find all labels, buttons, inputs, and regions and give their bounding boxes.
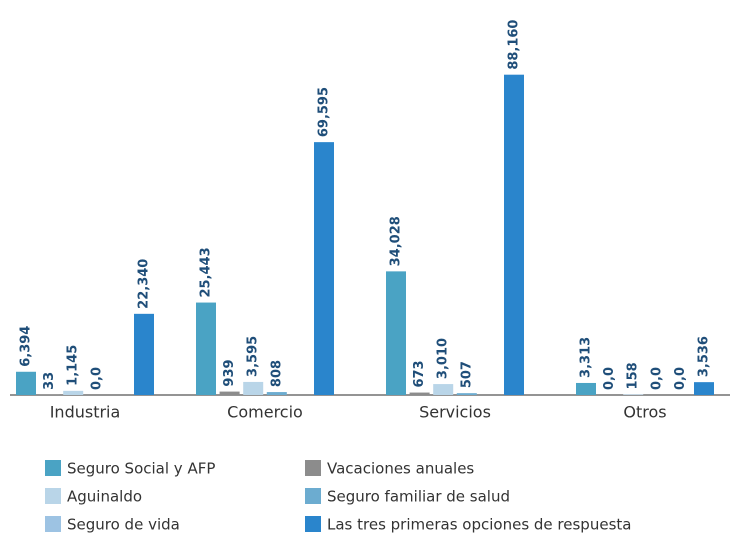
legend-label: Aguinaldo — [67, 488, 142, 506]
value-label: 3,595 — [246, 336, 261, 377]
value-label: 939 — [222, 359, 237, 386]
bar — [456, 393, 477, 395]
value-label: 507 — [459, 361, 474, 388]
legend-swatch — [45, 460, 61, 476]
legend-swatch — [305, 516, 321, 532]
legend-swatch — [45, 516, 61, 532]
bar — [694, 382, 714, 395]
legend-label: Vacaciones anuales — [327, 460, 474, 478]
bar — [504, 74, 524, 395]
bar — [386, 271, 406, 395]
bar — [433, 384, 454, 395]
value-label: 0,0 — [649, 367, 664, 390]
legend-swatch — [45, 488, 61, 504]
value-label: 69,595 — [317, 87, 332, 137]
x-tick-label: Comercio — [227, 403, 303, 422]
legend-label: Seguro de vida — [67, 516, 180, 534]
value-label: 88,160 — [507, 20, 522, 70]
x-tick-label: Industria — [50, 403, 121, 422]
value-label: 808 — [269, 360, 284, 387]
value-label: 673 — [412, 360, 427, 387]
value-label: 1,145 — [66, 345, 81, 386]
value-label: 3,536 — [697, 336, 712, 377]
value-label: 0,0 — [602, 367, 617, 390]
bar — [243, 381, 264, 395]
value-label: 0,0 — [89, 367, 104, 390]
bar — [576, 382, 596, 395]
value-label: 0,0 — [673, 367, 688, 390]
bar — [219, 391, 240, 395]
legend-swatch — [305, 488, 321, 504]
x-tick-label: Otros — [623, 403, 666, 422]
value-label: 34,028 — [389, 216, 404, 266]
bar — [63, 390, 84, 395]
bar — [314, 142, 334, 395]
bar — [409, 392, 430, 395]
value-label: 33 — [42, 372, 57, 390]
legend-label: Seguro Social y AFP — [67, 460, 215, 478]
x-tick-label: Servicios — [419, 403, 491, 422]
bar — [196, 302, 216, 395]
legend-label: Seguro familiar de salud — [327, 488, 510, 506]
value-label: 25,443 — [199, 247, 214, 297]
value-label: 22,340 — [137, 259, 152, 309]
legend-label: Las tres primeras opciones de respuesta — [327, 516, 631, 534]
value-label: 3,010 — [436, 338, 451, 379]
bar — [16, 371, 36, 395]
bar — [134, 313, 154, 395]
bar — [623, 394, 644, 395]
bar — [266, 392, 287, 395]
value-label: 6,394 — [19, 326, 34, 367]
legend-swatch — [305, 460, 321, 476]
value-label: 158 — [626, 362, 641, 389]
value-label: 3,313 — [579, 337, 594, 378]
